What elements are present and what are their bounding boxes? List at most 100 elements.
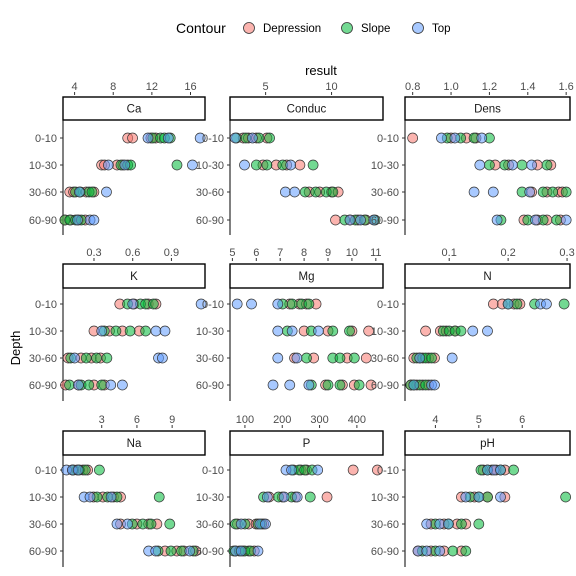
point-k-slope-10-30-3 bbox=[140, 325, 151, 337]
point-k-top-10-30-1 bbox=[150, 325, 162, 337]
point-k-slope-0-10-3 bbox=[148, 298, 159, 310]
point-mg-slope-60-90-2 bbox=[334, 379, 346, 391]
y-tick-label-k-60-90: 60-90 bbox=[29, 380, 57, 392]
point-k-slope-10-30-2 bbox=[124, 325, 136, 337]
facet-n: 0.1 0.2 0.3 N 0-10 10-30 30-60 60-90 bbox=[371, 247, 575, 401]
y-tick-label-n-30-60: 30-60 bbox=[371, 353, 399, 365]
point-dens-slope-10-30-3 bbox=[541, 159, 553, 171]
strip-label-ph: pH bbox=[480, 438, 495, 450]
x-tick-label-na-6: 6 bbox=[134, 414, 140, 426]
y-tick-label-ca-60-90: 60-90 bbox=[29, 215, 57, 227]
y-tick-label-na-10-30: 10-30 bbox=[29, 492, 57, 504]
point-na-slope-10-30-3 bbox=[153, 491, 165, 503]
strip-conduc bbox=[229, 96, 384, 121]
point-conduc-top-60-90-1 bbox=[355, 214, 366, 226]
strip-label-ca: Ca bbox=[127, 104, 142, 116]
y-tick-label-ca-0-10: 0-10 bbox=[35, 133, 57, 145]
point-p-top-10-30-1 bbox=[278, 491, 290, 503]
point-mg-depression-30-60-3 bbox=[360, 352, 372, 364]
y-tick-label-ph-0-10: 0-10 bbox=[377, 465, 399, 477]
point-ca-depression-0-10-1 bbox=[127, 132, 138, 144]
point-conduc-slope-10-30-0 bbox=[251, 159, 262, 171]
point-mg-slope-60-90-1 bbox=[322, 379, 334, 391]
point-na-top-10-30-1 bbox=[84, 491, 96, 503]
y-tick-label-na-60-90: 60-90 bbox=[29, 546, 57, 558]
x-tick-label-na-3: 3 bbox=[99, 414, 105, 426]
point-ph-slope-0-10-3 bbox=[508, 464, 519, 476]
point-ph-top-30-60-2 bbox=[443, 518, 454, 530]
point-k-slope-60-90-2 bbox=[83, 379, 95, 391]
x-tick-label-p-200: 200 bbox=[273, 414, 291, 426]
point-ph-top-0-10-2 bbox=[495, 464, 506, 476]
legend-key-slope bbox=[341, 22, 353, 34]
point-ph-slope-60-90-2 bbox=[447, 545, 459, 557]
y-tick-label-conduc-60-90: 60-90 bbox=[196, 215, 224, 227]
strip-label-p: P bbox=[303, 438, 311, 450]
point-ca-top-10-30-0 bbox=[103, 159, 114, 171]
point-k-top-30-60-0 bbox=[69, 352, 80, 364]
strip-ca bbox=[62, 96, 206, 121]
strip-dens bbox=[404, 96, 571, 121]
point-ca-top-30-60-1 bbox=[101, 186, 112, 198]
point-n-top-10-30-1 bbox=[482, 325, 493, 337]
point-p-top-10-30-2 bbox=[291, 491, 303, 503]
point-dens-top-0-10-0 bbox=[436, 132, 447, 144]
strip-label-n: N bbox=[483, 271, 491, 283]
legend-title: Contour bbox=[176, 20, 226, 36]
x-tick-label-na-9: 9 bbox=[169, 414, 175, 426]
y-tick-label-ph-30-60: 30-60 bbox=[371, 519, 399, 531]
point-p-top-0-10-2 bbox=[312, 464, 324, 476]
x-tick-label-mg-11: 11 bbox=[370, 247, 381, 259]
point-ph-top-30-60-0 bbox=[421, 518, 433, 530]
point-na-slope-30-60-2 bbox=[145, 518, 157, 530]
x-tick-label-dens-1-4: 1.4 bbox=[520, 81, 535, 93]
facet-conduc: 5 10 Conduc 0-10 10-30 30-60 60-90 bbox=[196, 81, 384, 235]
point-dens-top-60-90-0 bbox=[491, 214, 503, 226]
x-tick-label-n-0-2: 0.2 bbox=[500, 247, 515, 259]
facet-grid: 4 8 12 16 Ca 0-10 10-30 30-60 60-90 5 10 Conduc 0-10… bbox=[29, 81, 575, 567]
point-mg-slope-60-90-3 bbox=[353, 379, 365, 391]
point-ca-slope-30-60-3 bbox=[86, 186, 98, 198]
point-ca-top-0-10-0 bbox=[142, 132, 154, 144]
point-conduc-top-10-30-1 bbox=[285, 159, 297, 171]
point-p-top-60-90-2 bbox=[252, 545, 264, 557]
point-k-top-0-10-0 bbox=[127, 298, 139, 310]
x-tick-label-k-0-3: 0.3 bbox=[86, 247, 101, 259]
x-tick-label-mg-8: 8 bbox=[301, 247, 307, 259]
strip-label-conduc: Conduc bbox=[287, 104, 327, 116]
point-mg-depression-10-30-3 bbox=[363, 325, 375, 337]
point-na-slope-30-60-3 bbox=[164, 518, 176, 530]
point-k-top-60-90-0 bbox=[73, 379, 84, 391]
y-axis-title: Depth bbox=[8, 331, 23, 366]
point-conduc-top-60-90-0 bbox=[344, 214, 356, 226]
point-p-top-10-30-0 bbox=[261, 491, 273, 503]
point-conduc-slope-10-30-1 bbox=[261, 159, 273, 171]
point-na-top-30-60-0 bbox=[111, 518, 123, 530]
legend-label-depression: Depression bbox=[263, 23, 321, 35]
point-n-top-0-10-2 bbox=[541, 298, 552, 310]
y-tick-label-ca-30-60: 30-60 bbox=[29, 187, 57, 199]
point-conduc-top-0-10-1 bbox=[247, 132, 258, 144]
point-mg-slope-30-60-2 bbox=[334, 352, 346, 364]
strip-label-na: Na bbox=[127, 438, 142, 450]
point-p-depression-10-30-3 bbox=[321, 491, 333, 503]
point-dens-slope-30-60-3 bbox=[560, 186, 572, 198]
point-mg-top-60-90-1 bbox=[284, 379, 296, 391]
point-dens-top-30-60-0 bbox=[468, 186, 480, 198]
point-mg-top-30-60-1 bbox=[291, 352, 303, 364]
point-ca-top-10-30-2 bbox=[187, 159, 198, 171]
point-conduc-top-0-10-0 bbox=[229, 132, 241, 144]
point-dens-top-10-30-1 bbox=[507, 159, 518, 171]
point-n-slope-10-30-3 bbox=[455, 325, 467, 337]
strip-ph bbox=[404, 430, 571, 456]
y-tick-label-dens-60-90: 60-90 bbox=[371, 215, 399, 227]
x-tick-label-mg-10: 10 bbox=[346, 247, 358, 259]
point-conduc-top-60-90-2 bbox=[368, 214, 380, 226]
point-dens-slope-60-90-3 bbox=[551, 214, 562, 226]
x-tick-label-p-100: 100 bbox=[236, 414, 254, 426]
point-dens-top-60-90-2 bbox=[560, 214, 572, 226]
point-dens-slope-30-60-1 bbox=[537, 186, 549, 198]
x-tick-label-n-0-1: 0.1 bbox=[442, 247, 457, 259]
point-dens-top-10-30-2 bbox=[526, 159, 537, 171]
y-tick-label-conduc-30-60: 30-60 bbox=[196, 187, 224, 199]
